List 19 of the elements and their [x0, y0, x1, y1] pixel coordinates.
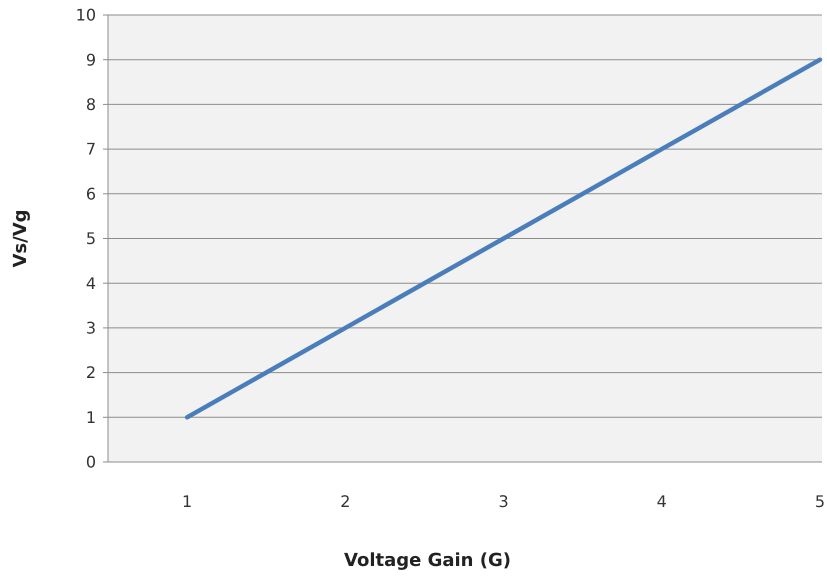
x-axis-title: Voltage Gain (G) — [344, 550, 511, 571]
x-tick-label: 2 — [340, 492, 350, 511]
y-tick-label: 2 — [86, 363, 96, 382]
y-axis-title: Vs/Vg — [10, 209, 31, 268]
y-tick-label: 9 — [86, 50, 96, 70]
x-tick-label: 3 — [498, 492, 509, 511]
y-tick-label: 1 — [86, 408, 96, 427]
y-tick-label: 6 — [86, 184, 96, 204]
y-tick-label: 0 — [86, 452, 96, 472]
x-tick-label: 5 — [814, 492, 826, 511]
y-tick-label: 8 — [86, 95, 96, 114]
y-tick-label: 7 — [86, 140, 96, 159]
y-tick-label: 3 — [86, 318, 96, 338]
y-tick-label: 5 — [86, 229, 96, 248]
y-tick-label: 10 — [76, 6, 96, 25]
line-series — [184, 57, 822, 420]
x-tick-label: 1 — [182, 492, 192, 511]
x-tick-label: 4 — [656, 492, 667, 511]
y-tick-label: 4 — [86, 274, 96, 293]
